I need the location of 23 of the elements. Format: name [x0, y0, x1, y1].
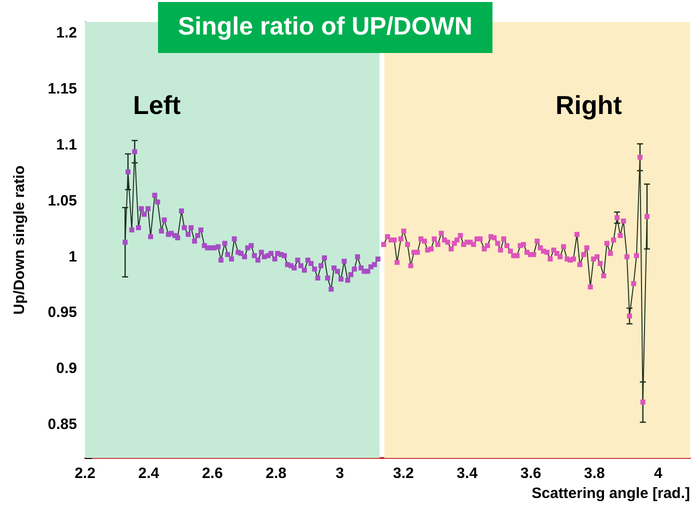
x-tick-label: 2.6 — [202, 465, 223, 482]
band-label: Left — [133, 90, 181, 120]
chart-title: Single ratio of UP/DOWN — [178, 12, 472, 40]
y-tick-label: 1.15 — [48, 80, 77, 98]
y-tick-label: 0.9 — [56, 360, 77, 378]
x-tick-label: 2.4 — [138, 465, 160, 482]
y-tick-label: 1.05 — [48, 192, 77, 210]
y-tick-label: 1.2 — [56, 24, 77, 42]
y-tick-label: 1 — [68, 248, 77, 266]
x-tick-label: 3.6 — [520, 465, 542, 482]
x-tick-label: 2.8 — [266, 465, 286, 482]
y-tick-label: 0.85 — [48, 416, 77, 433]
x-tick-label: 2.2 — [74, 465, 96, 482]
y-tick-label: 0.95 — [48, 304, 77, 322]
y-axis-title: Up/Down single ratio — [11, 165, 28, 315]
x-tick-label: 3.2 — [392, 465, 414, 482]
y-tick-label: 1.1 — [56, 136, 77, 154]
x-tick-label: 3.4 — [456, 465, 478, 482]
x-tick-label: 3.8 — [584, 465, 605, 482]
x-tick-label: 3 — [336, 465, 344, 482]
x-axis-title: Scattering angle [rad.] — [532, 485, 690, 502]
band-label: Right — [556, 90, 622, 120]
x-tick-label: 4 — [654, 465, 663, 482]
